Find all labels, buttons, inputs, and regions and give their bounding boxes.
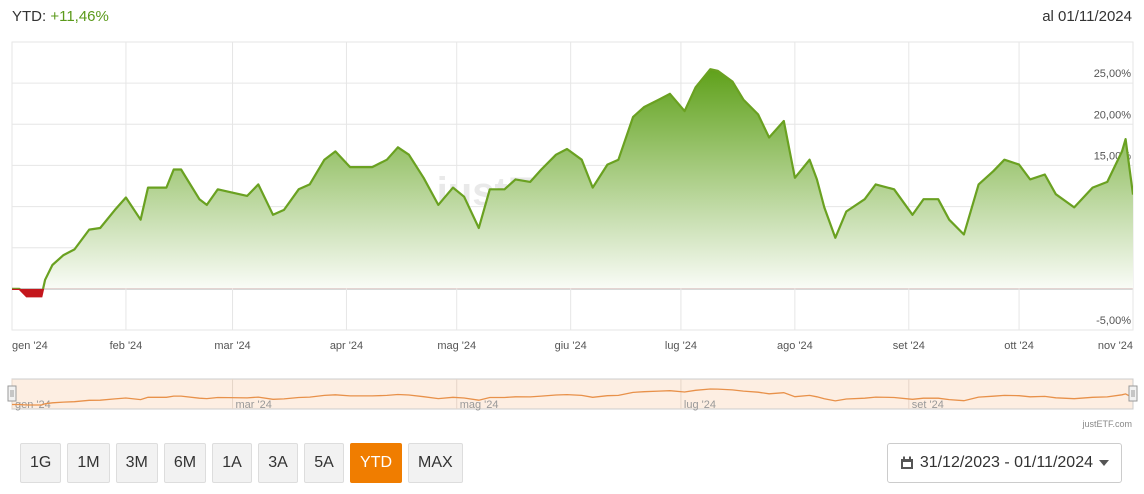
x-tick-label: feb '24 [110,340,143,352]
ytd-header: YTD: +11,46% [12,8,109,25]
area-negative [12,288,44,297]
x-tick-label: ago '24 [777,340,813,352]
as-of-date: al 01/11/2024 [1042,8,1132,25]
navigator-label: lug '24 [684,399,716,411]
date-range-text: 31/12/2023 - 01/11/2024 [919,454,1093,471]
navigator-line [12,388,1134,406]
range-button[interactable]: 1M [67,443,110,483]
x-tick-label: lug '24 [665,340,697,352]
x-tick-label: giu '24 [555,340,587,352]
range-button[interactable]: 6M [163,443,207,483]
navigator-label: mar '24 [236,399,272,411]
navigator-handle[interactable] [1128,385,1138,402]
date-range-picker[interactable]: 31/12/2023 - 01/11/2024 [886,443,1122,483]
range-button[interactable]: YTD [350,443,403,483]
navigator-label: set '24 [912,399,944,411]
range-button[interactable]: 5A [304,443,345,483]
x-tick-label: nov '24 [1098,340,1133,352]
x-tick-label: ott '24 [1004,340,1034,352]
x-tick-label: apr '24 [330,340,363,352]
range-buttons: 1G 1M 3M 6M 1A 3A 5A YTD MAX [20,443,463,483]
credit: justETF.com [1082,419,1132,429]
caret [1099,460,1109,466]
x-tick-label: set '24 [893,340,925,352]
navigator-label: mag '24 [460,399,499,411]
navigator-bg [11,378,1134,410]
range-button[interactable]: 3M [115,443,158,483]
calendar-icon [900,456,913,469]
range-button[interactable]: MAX [408,443,463,483]
x-tick-label: mag '24 [437,340,476,352]
chart: justETF -5,00%0,00%5,00%10,00%15,00%20,0… [7,41,1138,411]
y-tick-label: 20,00% [1094,109,1132,121]
x-tick-label: mar '24 [214,340,250,352]
ytd-label: YTD: [12,8,47,25]
range-button[interactable]: 1A [212,443,253,483]
ytd-value: +11,46% [50,8,109,25]
navigator-handle[interactable] [7,385,17,402]
range-button[interactable]: 1G [20,443,62,483]
range-button[interactable]: 3A [258,443,299,483]
area [12,69,1133,289]
y-tick-label: 25,00% [1094,68,1132,80]
y-tick-label: -5,00% [1096,315,1131,327]
x-tick-label: gen '24 [12,340,48,352]
line [12,68,1133,289]
